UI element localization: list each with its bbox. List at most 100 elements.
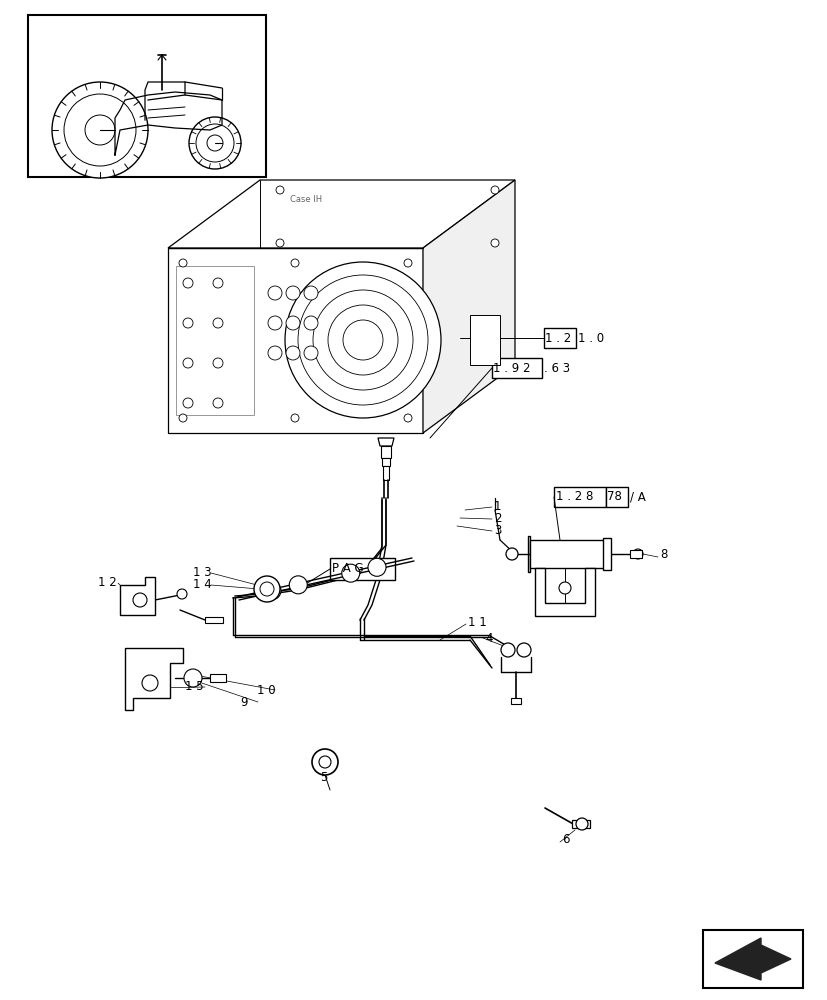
Text: 1 4: 1 4 [193,578,212,591]
Circle shape [285,286,299,300]
Circle shape [312,749,337,775]
Bar [510,698,520,704]
Polygon shape [534,568,595,616]
Bar [491,358,542,378]
Circle shape [275,239,284,247]
Circle shape [516,643,530,657]
Circle shape [213,318,222,328]
Circle shape [183,278,193,288]
Bar [381,458,390,466]
Text: Case IH: Case IH [289,196,322,205]
Text: 1 5: 1 5 [184,680,203,694]
Circle shape [196,124,234,162]
Circle shape [304,316,318,330]
Text: P A G .: P A G . [332,562,370,576]
Text: 1: 1 [494,500,501,514]
Circle shape [500,643,514,657]
Bar [605,487,627,507]
Circle shape [254,576,280,602]
Circle shape [304,346,318,360]
Bar [380,446,390,458]
Polygon shape [125,648,183,710]
Circle shape [268,286,282,300]
Circle shape [275,186,284,194]
Circle shape [289,576,307,594]
Bar [553,487,605,507]
Bar [629,550,641,558]
Bar [470,315,500,365]
Text: 1 . 2: 1 . 2 [544,332,571,344]
Circle shape [576,818,587,830]
Circle shape [189,117,241,169]
Text: 3: 3 [494,524,501,538]
Circle shape [268,346,282,360]
Circle shape [52,82,148,178]
Text: 1 1: 1 1 [467,615,486,629]
Circle shape [85,115,115,145]
Text: 1 3: 1 3 [193,566,212,580]
Bar [529,540,605,568]
Bar [330,558,394,580]
Circle shape [404,259,412,267]
Text: 78: 78 [606,490,621,504]
Polygon shape [715,938,790,980]
Circle shape [632,549,643,559]
Circle shape [183,318,193,328]
Bar [28,15,265,177]
Bar [210,674,226,682]
Circle shape [207,135,222,151]
Circle shape [327,305,398,375]
Circle shape [213,278,222,288]
Circle shape [260,582,274,596]
Polygon shape [423,180,514,433]
Circle shape [490,186,499,194]
Circle shape [64,94,136,166]
Circle shape [318,756,331,768]
Bar [602,538,610,570]
Circle shape [179,414,187,422]
Circle shape [290,259,299,267]
Polygon shape [168,180,514,248]
Circle shape [342,564,359,582]
Circle shape [313,290,413,390]
Polygon shape [378,438,394,446]
Text: 9: 9 [240,696,247,708]
Text: 6: 6 [562,833,569,846]
Text: 1 2: 1 2 [98,576,117,589]
Circle shape [558,582,571,594]
Text: . 6 3: . 6 3 [543,361,570,374]
Bar [543,328,576,348]
Text: 5: 5 [319,771,327,784]
Circle shape [263,582,280,600]
Bar [702,930,802,988]
Circle shape [184,669,202,687]
Text: / A: / A [629,490,645,504]
Circle shape [179,259,187,267]
Circle shape [285,316,299,330]
Text: 1 . 0: 1 . 0 [577,332,604,344]
Bar [571,820,590,828]
Text: 2: 2 [494,512,501,526]
Circle shape [183,398,193,408]
Circle shape [404,414,412,422]
Circle shape [213,398,222,408]
Text: 8: 8 [659,548,667,562]
Circle shape [133,593,147,607]
Text: 1 0: 1 0 [256,684,275,696]
Circle shape [490,239,499,247]
Circle shape [284,262,441,418]
Circle shape [183,358,193,368]
Circle shape [177,589,187,599]
Circle shape [268,316,282,330]
Bar [176,266,254,415]
Circle shape [213,358,222,368]
Circle shape [298,275,428,405]
Bar [205,617,222,623]
Circle shape [367,558,385,576]
Text: 4: 4 [485,632,492,645]
Circle shape [290,414,299,422]
Polygon shape [120,577,155,615]
Polygon shape [528,536,529,572]
Circle shape [141,675,158,691]
Text: 1 . 2 8: 1 . 2 8 [555,490,593,504]
